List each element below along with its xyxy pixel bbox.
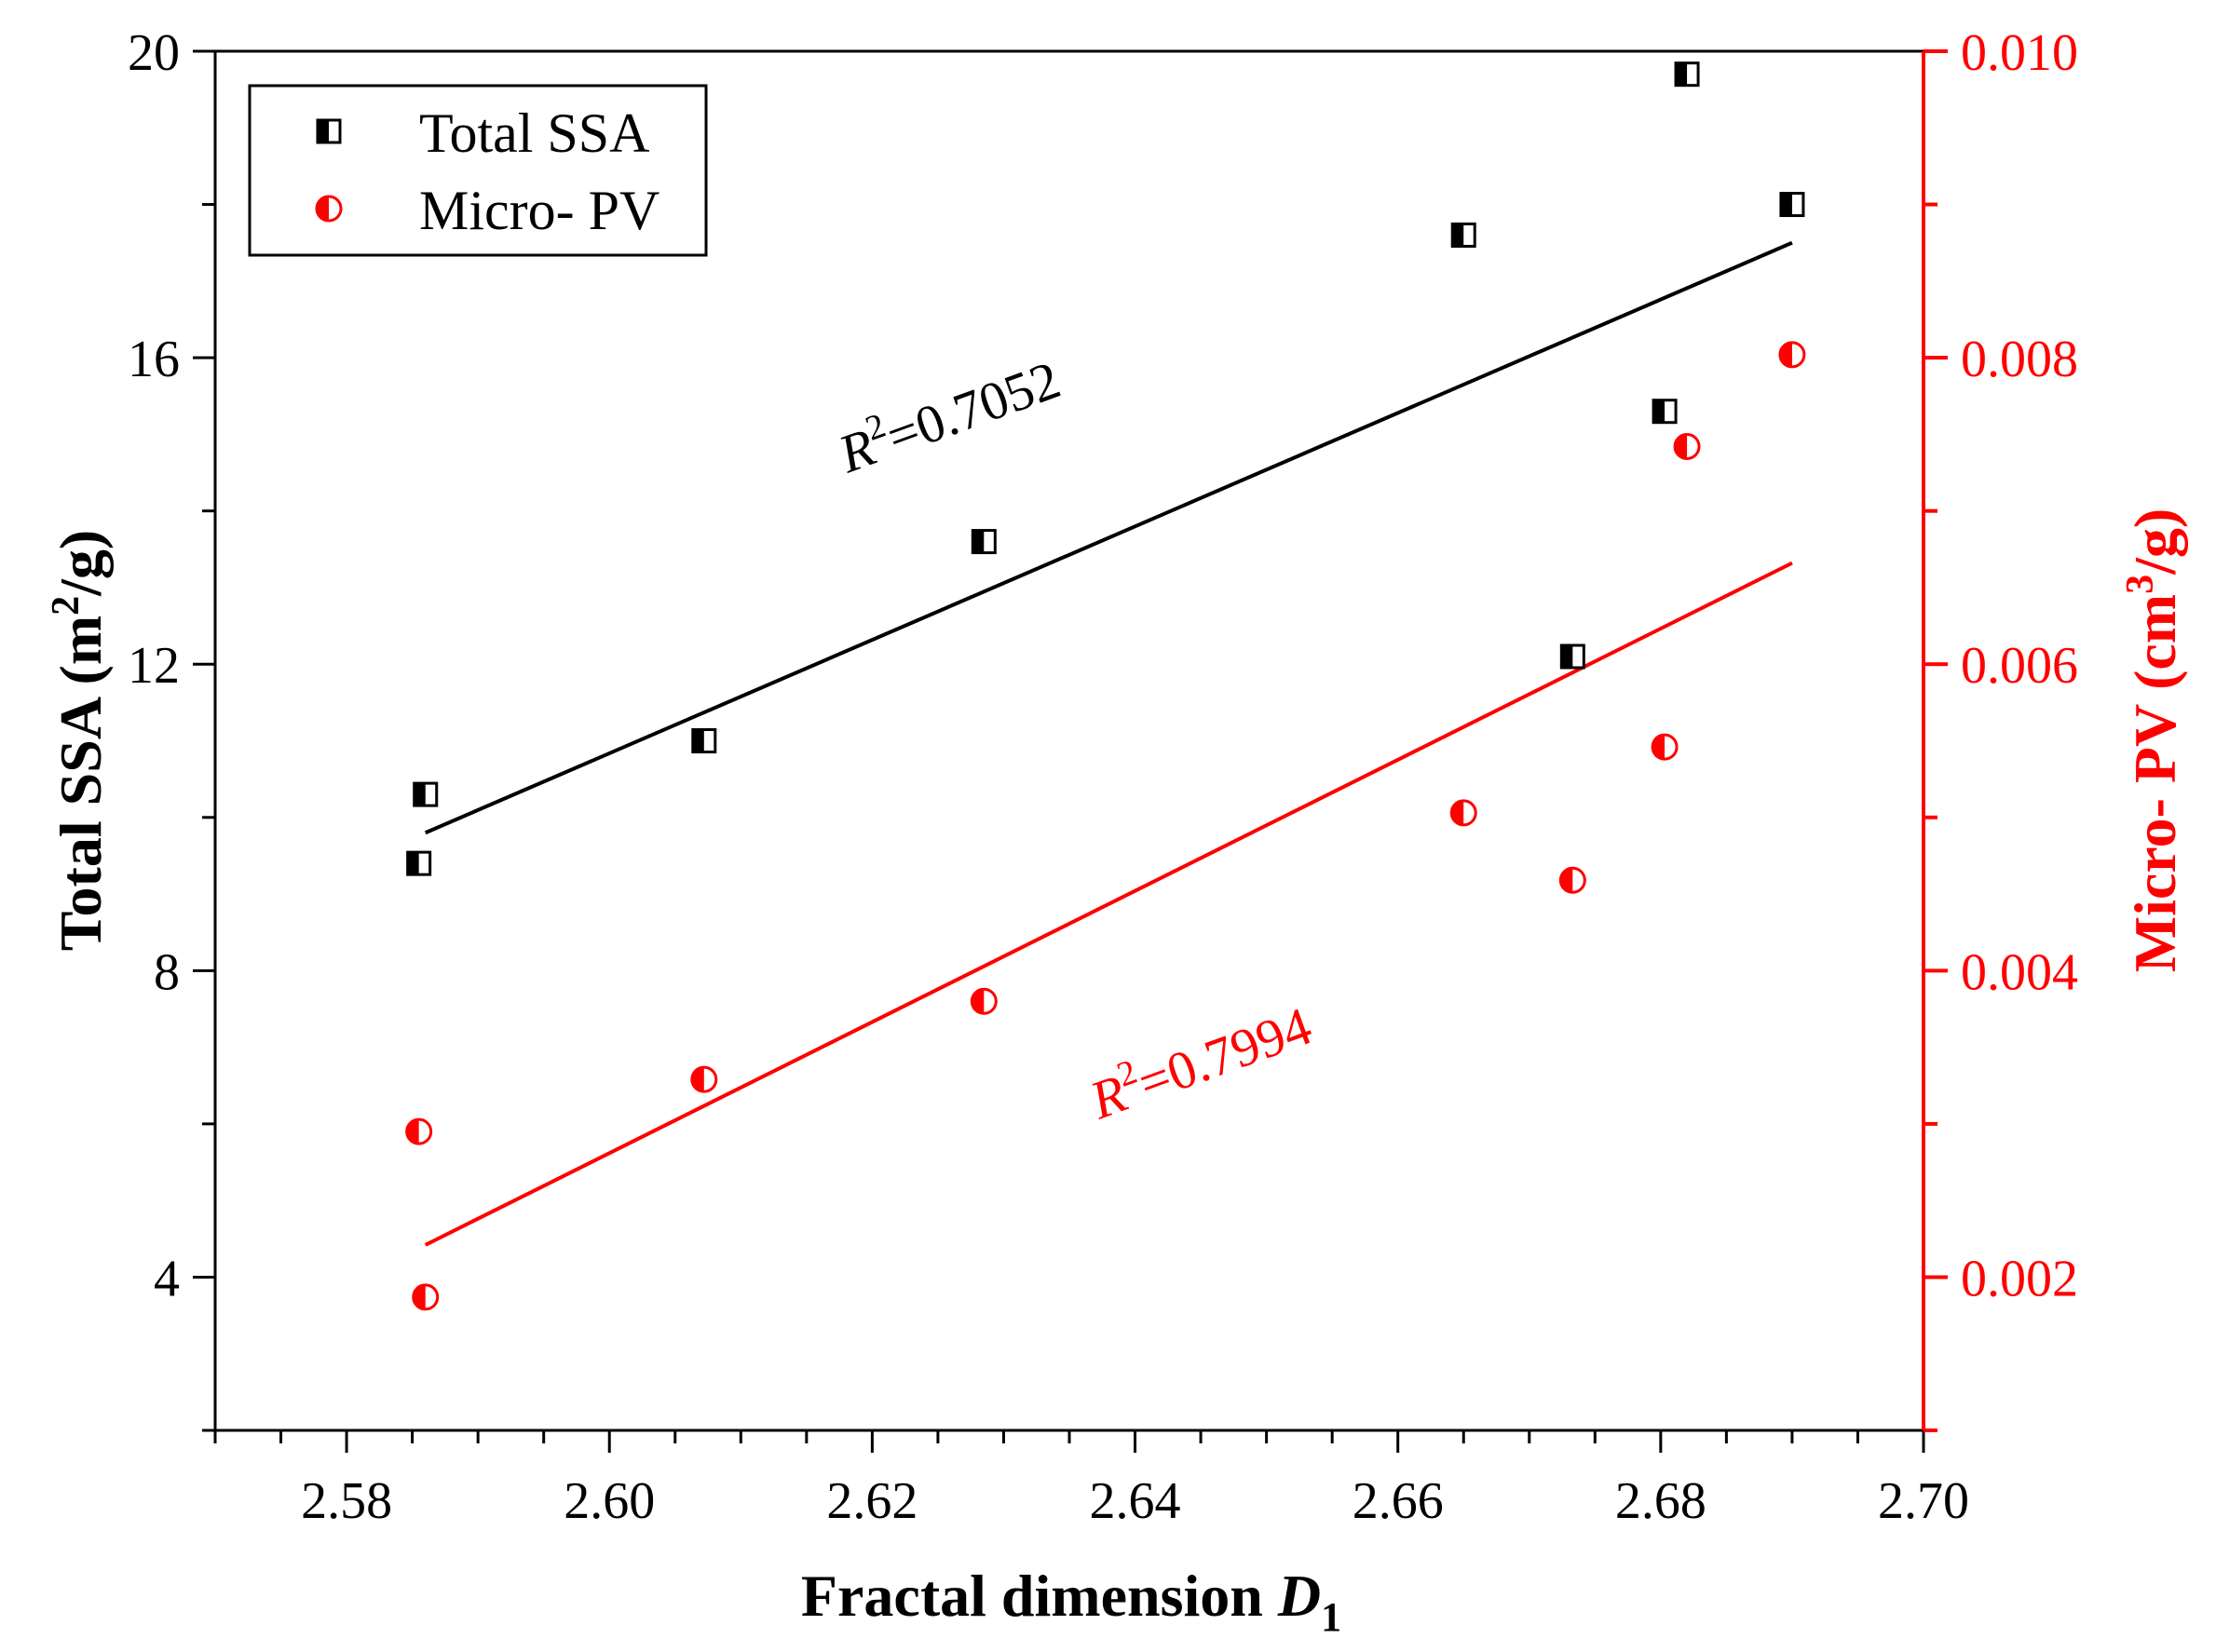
x-axis-title-symbol: D xyxy=(1277,1563,1321,1629)
left-y-tick-label: 8 xyxy=(154,943,180,1001)
micro-pv-point-fill xyxy=(972,989,985,1014)
right-y-tick-label: 0.004 xyxy=(1961,943,2078,1001)
micro-pv-point xyxy=(405,1117,433,1145)
micro-pv-r2-value: =0.7994 xyxy=(1130,995,1319,1114)
micro-pv-point xyxy=(970,987,998,1015)
x-tick-label: 2.66 xyxy=(1353,1472,1444,1530)
legend-label-total-ssa: Total SSA xyxy=(419,102,650,164)
right-y-axis-title-sup: 3 xyxy=(2119,575,2162,594)
left-y-tick-label: 12 xyxy=(128,637,180,695)
micro-pv-point-fill xyxy=(406,1119,419,1144)
total-ssa-r2-annotation: R2=0.7052 xyxy=(829,345,1068,484)
left-y-axis-ticks: 4 8 12 16 20 xyxy=(128,24,215,1432)
right-y-tick-label: 0.010 xyxy=(1961,24,2078,82)
left-y-tick-label: 4 xyxy=(154,1250,180,1307)
micro-pv-point-fill xyxy=(1652,735,1665,760)
total-ssa-point-fill xyxy=(972,530,985,553)
right-y-axis-title: Micro- PV (cm3/g) xyxy=(2119,508,2188,972)
micro-pv-point xyxy=(1449,799,1477,827)
x-tick-label: 2.70 xyxy=(1878,1472,1969,1530)
x-tick-label: 2.68 xyxy=(1615,1472,1706,1530)
micro-pv-point-fill xyxy=(1451,800,1464,825)
micro-pv-point-fill xyxy=(1675,434,1688,459)
right-y-axis-title-end: /g) xyxy=(2122,508,2188,575)
total-ssa-point-fill xyxy=(1676,62,1688,86)
micro-pv-point xyxy=(1778,341,1806,369)
legend: Total SSA Micro- PV xyxy=(248,84,708,257)
total-ssa-fit-line xyxy=(424,240,1793,835)
left-y-tick-label: 16 xyxy=(128,331,180,388)
right-y-axis-title-main: Micro- PV (cm xyxy=(2122,594,2188,972)
legend-square-marker-fill xyxy=(318,120,329,142)
total-ssa-point-fill xyxy=(1780,193,1792,216)
total-ssa-point-fill xyxy=(692,729,704,752)
x-tick-label: 2.64 xyxy=(1090,1472,1181,1530)
micro-pv-point xyxy=(1558,866,1586,894)
total-ssa-point-fill xyxy=(1653,399,1665,423)
total-ssa-point xyxy=(1674,61,1700,88)
right-y-tick-label: 0.002 xyxy=(1961,1250,2078,1307)
micro-pv-point xyxy=(412,1283,440,1311)
data-points xyxy=(405,61,1806,1311)
micro-pv-fit-line xyxy=(424,561,1793,1247)
total-ssa-point xyxy=(1652,399,1678,425)
left-y-axis-title-sup: 2 xyxy=(45,596,88,616)
right-y-tick-label: 0.008 xyxy=(1961,331,2078,388)
total-ssa-point xyxy=(1450,222,1476,248)
x-axis-title-main: Fractal dimension xyxy=(801,1563,1278,1629)
micro-pv-point-fill xyxy=(1779,342,1792,367)
right-y-tick-label: 0.006 xyxy=(1961,637,2078,695)
x-tick-label: 2.62 xyxy=(826,1472,918,1530)
total-ssa-point-fill xyxy=(1561,644,1573,668)
micro-pv-point xyxy=(1651,733,1679,761)
total-ssa-point xyxy=(1779,192,1805,218)
micro-pv-point-fill xyxy=(1560,868,1573,893)
total-ssa-point xyxy=(413,781,439,807)
legend-marker-micro-pv xyxy=(315,195,343,223)
x-tick-label: 2.58 xyxy=(301,1472,392,1530)
total-ssa-point xyxy=(406,850,432,876)
micro-pv-point xyxy=(690,1065,718,1093)
left-y-axis-title-main: Total SSA (m xyxy=(48,616,114,951)
x-axis-title-subscript: 1 xyxy=(1321,1594,1341,1640)
legend-box xyxy=(248,84,708,257)
left-y-tick-label: 20 xyxy=(128,24,180,82)
micro-pv-point xyxy=(1673,433,1701,461)
total-ssa-point-fill xyxy=(414,783,426,806)
x-tick-label: 2.60 xyxy=(564,1472,655,1530)
fit-lines xyxy=(424,240,1793,1247)
total-ssa-point xyxy=(691,728,717,753)
micro-pv-r2-annotation: R2=0.7994 xyxy=(1081,991,1320,1131)
legend-marker-total-ssa xyxy=(316,118,342,144)
left-y-axis-title-end: /g) xyxy=(48,530,114,597)
x-axis-title: Fractal dimension D1 xyxy=(801,1563,1341,1640)
total-ssa-point xyxy=(971,529,997,555)
total-ssa-point xyxy=(1559,643,1585,670)
legend-label-micro-pv: Micro- PV xyxy=(419,180,659,241)
right-y-axis-ticks: 0.002 0.004 0.006 0.008 0.010 xyxy=(1924,24,2078,1432)
legend-square-marker xyxy=(316,118,342,144)
legend-circle-marker xyxy=(315,195,343,223)
total-ssa-point-fill xyxy=(407,852,419,875)
x-axis-ticks: 2.58 2.60 2.62 2.64 2.66 2.68 2.70 xyxy=(213,1430,1969,1530)
micro-pv-point-fill xyxy=(413,1284,426,1309)
legend-circle-marker-fill xyxy=(317,196,329,221)
left-y-axis-title: Total SSA (m2/g) xyxy=(45,530,114,952)
total-ssa-point-fill xyxy=(1452,223,1464,247)
micro-pv-point-fill xyxy=(691,1067,704,1092)
total-ssa-r2-value: =0.7052 xyxy=(878,349,1067,467)
